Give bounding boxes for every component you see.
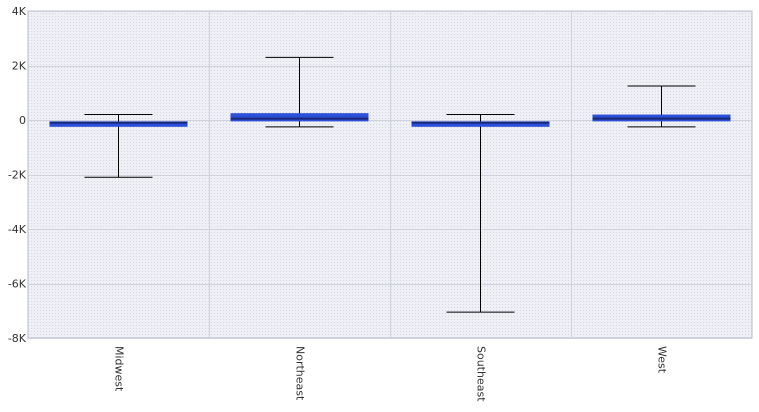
box-northeast: [230, 56, 369, 128]
box-west: [592, 85, 731, 128]
iqr-box: [49, 121, 188, 127]
x-axis: Midwest Northeast Southeast West: [113, 346, 669, 402]
box-southeast: [411, 114, 550, 313]
y-tick-label: 4K: [12, 5, 27, 18]
grid-lines: [28, 11, 752, 339]
box-midwest: [49, 114, 188, 178]
y-tick-label: -8K: [8, 332, 27, 345]
y-tick-label: -4K: [8, 223, 27, 236]
y-tick-label: 0: [19, 114, 26, 127]
x-category-label: Southeast: [475, 346, 488, 402]
x-category-label: Northeast: [294, 346, 307, 401]
y-tick-label: 2K: [12, 60, 27, 73]
y-tick-label: -2K: [8, 169, 27, 182]
y-tick-label: -6K: [8, 278, 27, 291]
iqr-box: [411, 121, 550, 127]
y-axis: 4K 2K 0 -2K -4K -6K -8K: [8, 5, 27, 345]
iqr-box: [230, 113, 369, 122]
x-category-label: Midwest: [113, 346, 126, 392]
box-series: [49, 56, 731, 313]
x-category-label: West: [656, 346, 669, 374]
